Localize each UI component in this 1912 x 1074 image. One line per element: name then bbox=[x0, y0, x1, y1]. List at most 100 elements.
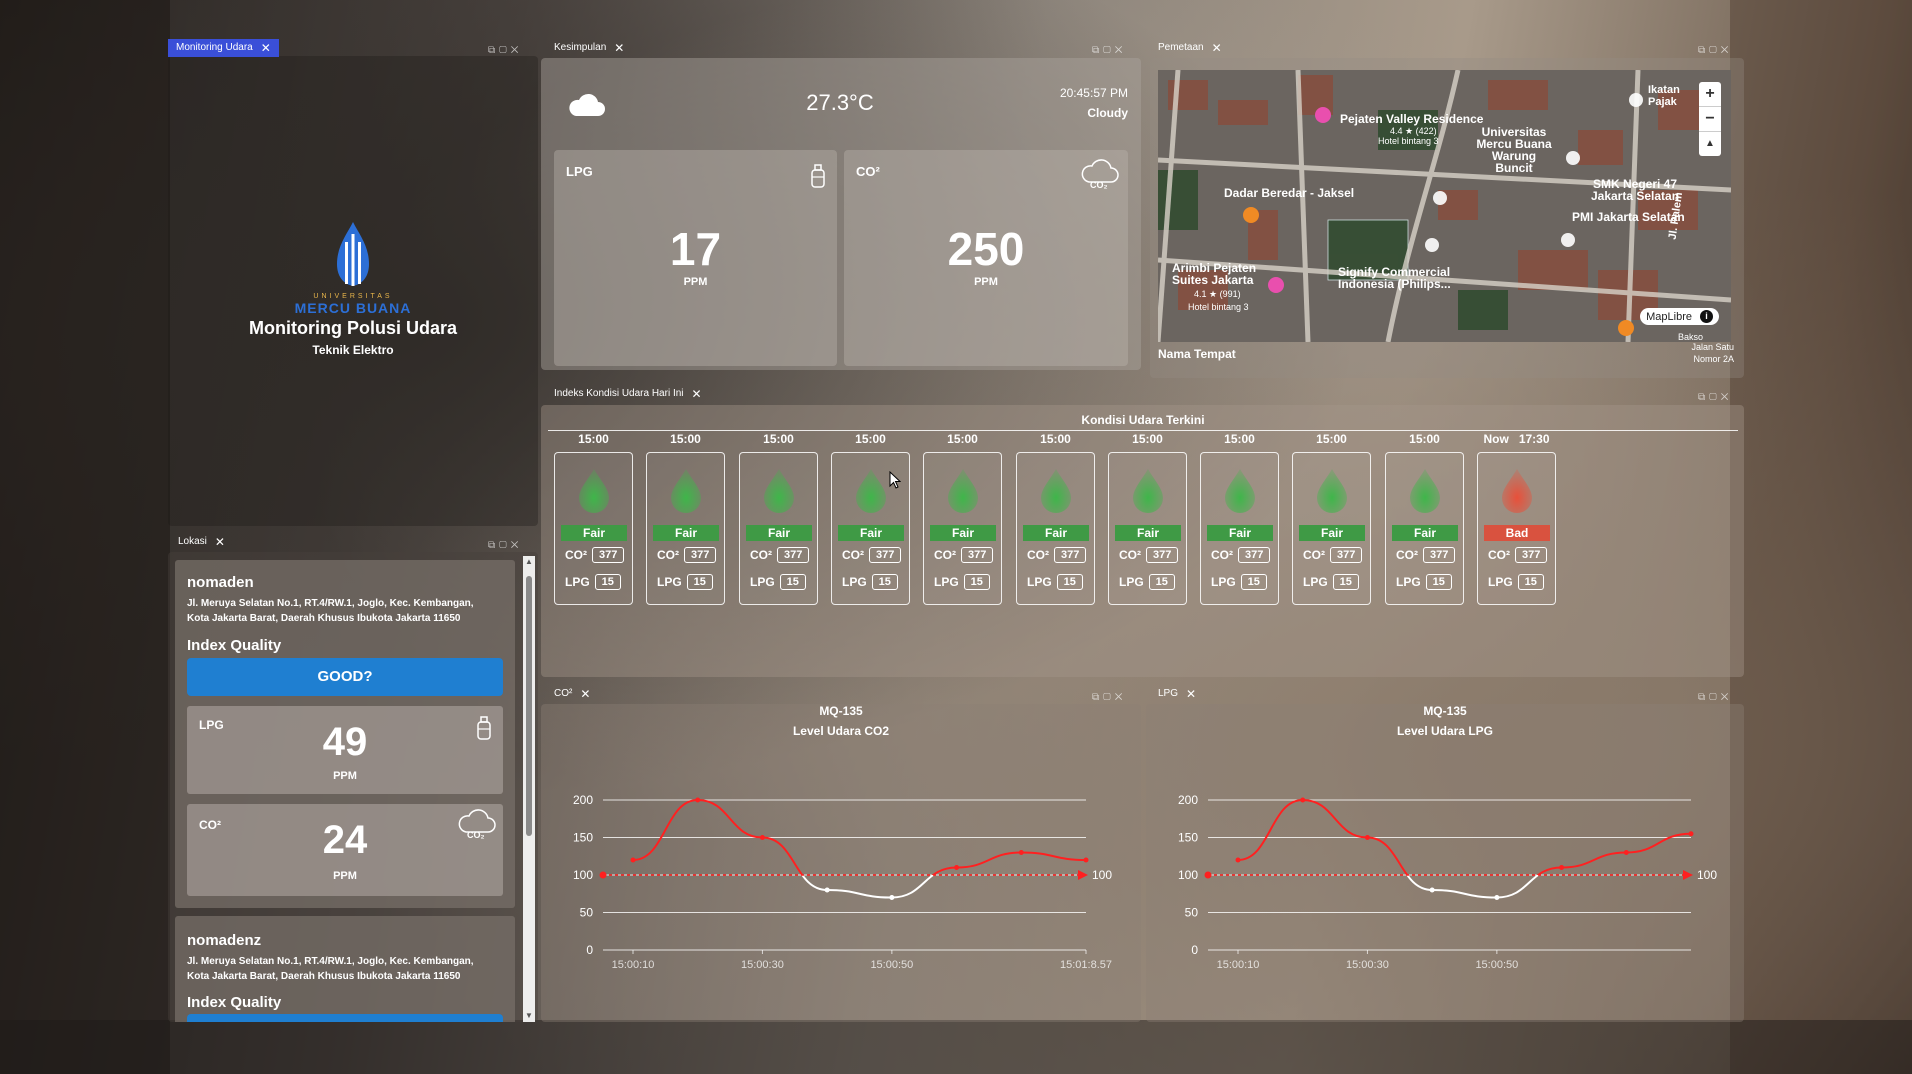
co2-row: CO² 377 bbox=[1303, 547, 1363, 563]
air-quality-card[interactable]: Fair CO² 377 LPG 15 bbox=[1016, 452, 1095, 605]
lpg-label: LPG bbox=[750, 575, 775, 589]
data-point bbox=[630, 857, 636, 863]
lpg-value: 15 bbox=[686, 574, 713, 590]
close-icon[interactable]: ✕ bbox=[580, 687, 591, 701]
y-tick-label: 150 bbox=[1178, 831, 1198, 845]
air-quality-card[interactable]: Fair CO² 377 LPG 15 bbox=[739, 452, 818, 605]
tab-lpg-chart[interactable]: LPG ✕ bbox=[1150, 685, 1204, 703]
co2-value: 377 bbox=[592, 547, 625, 563]
data-point bbox=[1083, 857, 1089, 863]
lpg-label: LPG bbox=[565, 575, 590, 589]
close-icon[interactable]: ✕ bbox=[1211, 41, 1222, 55]
window-controls[interactable]: ⧉▢✕ bbox=[1092, 692, 1127, 703]
lpg-row: LPG 15 bbox=[1488, 574, 1544, 590]
drop-icon bbox=[1041, 469, 1071, 513]
data-point bbox=[1494, 895, 1500, 900]
co2-label: CO² bbox=[657, 548, 679, 562]
co2-row: CO² 377 bbox=[1027, 547, 1087, 563]
air-quality-card[interactable]: Fair CO² 377 LPG 15 bbox=[554, 452, 633, 605]
zoom-in-button[interactable]: + bbox=[1705, 85, 1715, 102]
air-quality-card[interactable]: Fair CO² 377 LPG 15 bbox=[831, 452, 910, 605]
data-point bbox=[1559, 865, 1565, 870]
co2-row: CO² 377 bbox=[1211, 547, 1271, 563]
temperature: 27.3°C bbox=[806, 90, 874, 115]
scrollbar[interactable]: ▲ ▼ bbox=[523, 556, 535, 1022]
air-quality-card[interactable]: Fair CO² 377 LPG 15 bbox=[1385, 452, 1464, 605]
window-controls[interactable]: ⧉▢✕ bbox=[1092, 45, 1127, 56]
window-controls[interactable]: ⧉▢✕ bbox=[1698, 45, 1733, 56]
lpg-row: LPG 15 bbox=[1119, 574, 1175, 590]
mouse-cursor-icon bbox=[889, 471, 901, 489]
data-point bbox=[1364, 835, 1370, 840]
air-quality-time: 15:00 bbox=[1224, 432, 1255, 446]
air-quality-card[interactable]: Fair CO² 377 LPG 15 bbox=[1292, 452, 1371, 605]
scroll-down-icon[interactable]: ▼ bbox=[525, 1011, 533, 1020]
tab-indeks-kondisi[interactable]: Indeks Kondisi Udara Hari Ini ✕ bbox=[546, 385, 710, 403]
background-building bbox=[0, 0, 170, 1074]
close-icon[interactable]: ✕ bbox=[614, 41, 625, 55]
data-point bbox=[1429, 887, 1435, 893]
map-label: Arimbi Pejaten Suites Jakarta bbox=[1172, 261, 1257, 287]
y-tick-label: 150 bbox=[573, 831, 593, 845]
cloud-co2-icon-text: CO₂ bbox=[467, 830, 485, 840]
threshold-arrow-icon bbox=[1078, 870, 1088, 880]
air-quality-card[interactable]: Fair CO² 377 LPG 15 bbox=[1200, 452, 1279, 605]
tab-monitoring-udara[interactable]: Monitoring Udara ✕ bbox=[168, 39, 279, 57]
location-name: nomadenz bbox=[187, 932, 262, 949]
window-controls[interactable]: ⧉▢✕ bbox=[488, 45, 523, 56]
close-icon[interactable]: ✕ bbox=[214, 535, 225, 549]
co2-row: CO² 377 bbox=[934, 547, 994, 563]
tab-pemetaan[interactable]: Pemetaan ✕ bbox=[1150, 39, 1230, 57]
window-controls[interactable]: ⧉▢✕ bbox=[1698, 392, 1733, 403]
air-quality-card[interactable]: Fair CO² 377 LPG 15 bbox=[1108, 452, 1187, 605]
chart-subtitle: Level Udara LPG bbox=[1396, 724, 1494, 738]
lpg-value: 15 bbox=[1240, 574, 1267, 590]
lpg-value: 49 bbox=[322, 720, 368, 764]
map-label: Pejaten Valley Residence bbox=[1340, 112, 1484, 126]
cloud-co2-icon-text: CO₂ bbox=[1090, 180, 1108, 190]
index-quality-button[interactable] bbox=[187, 1014, 503, 1022]
zoom-out-button[interactable]: − bbox=[1699, 106, 1721, 131]
info-icon[interactable]: i bbox=[1700, 310, 1713, 323]
location-co2-card: CO² CO₂ 24 PPM bbox=[187, 804, 503, 896]
close-icon[interactable]: ✕ bbox=[691, 387, 702, 401]
index-quality-button[interactable]: GOOD? bbox=[187, 658, 503, 696]
close-icon[interactable]: ✕ bbox=[260, 41, 271, 55]
air-quality-card[interactable]: Fair CO² 377 LPG 15 bbox=[923, 452, 1002, 605]
air-quality-card[interactable]: Bad CO² 377 LPG 15 bbox=[1477, 452, 1556, 605]
tab-label: LPG bbox=[1158, 688, 1179, 699]
air-quality-card[interactable]: Fair CO² 377 LPG 15 bbox=[646, 452, 725, 605]
drop-icon bbox=[1133, 469, 1163, 513]
tab-kesimpulan[interactable]: Kesimpulan ✕ bbox=[546, 39, 632, 57]
divider bbox=[548, 430, 1738, 431]
window-controls[interactable]: ⧉▢✕ bbox=[1698, 692, 1733, 703]
lpg-row: LPG 15 bbox=[565, 574, 621, 590]
air-quality-status: Fair bbox=[1299, 525, 1365, 541]
location-lpg-card: LPG 49 PPM bbox=[187, 706, 503, 794]
co2-row: CO² 377 bbox=[1396, 547, 1456, 563]
university-name: MERCU BUANA bbox=[294, 300, 412, 316]
scrollbar-thumb[interactable] bbox=[526, 576, 532, 836]
map-view[interactable]: Ikatan Pajak Pejaten Valley Residence 4.… bbox=[1158, 70, 1731, 342]
tab-co2-chart[interactable]: CO² ✕ bbox=[546, 685, 598, 703]
x-tick-label: 15:00:10 bbox=[1217, 959, 1260, 971]
co2-label: CO² bbox=[1303, 548, 1325, 562]
lpg-label: LPG bbox=[199, 718, 224, 732]
lpg-row: LPG 15 bbox=[934, 574, 990, 590]
tab-lokasi[interactable]: Lokasi ✕ bbox=[170, 533, 233, 551]
compass-button[interactable]: ▲ bbox=[1699, 131, 1721, 156]
co2-value: 377 bbox=[961, 547, 994, 563]
lpg-label: LPG bbox=[842, 575, 867, 589]
map-footer-address: Jalan Satu Nomor 2A bbox=[1660, 341, 1734, 365]
map-zoom-controls: + − ▲ bbox=[1699, 82, 1721, 156]
y-tick-label: 200 bbox=[573, 793, 593, 807]
lpg-value: 15 bbox=[963, 574, 990, 590]
close-icon[interactable]: ✕ bbox=[1186, 687, 1197, 701]
tab-label: Lokasi bbox=[178, 536, 207, 547]
air-quality-time: 15:00 bbox=[1132, 432, 1163, 446]
window-controls[interactable]: ⧉▢✕ bbox=[488, 540, 523, 551]
map-attribution[interactable]: MapLibre i bbox=[1640, 308, 1719, 325]
scroll-up-icon[interactable]: ▲ bbox=[525, 557, 533, 566]
lpg-value: 15 bbox=[871, 574, 898, 590]
co2-value: 377 bbox=[1238, 547, 1271, 563]
